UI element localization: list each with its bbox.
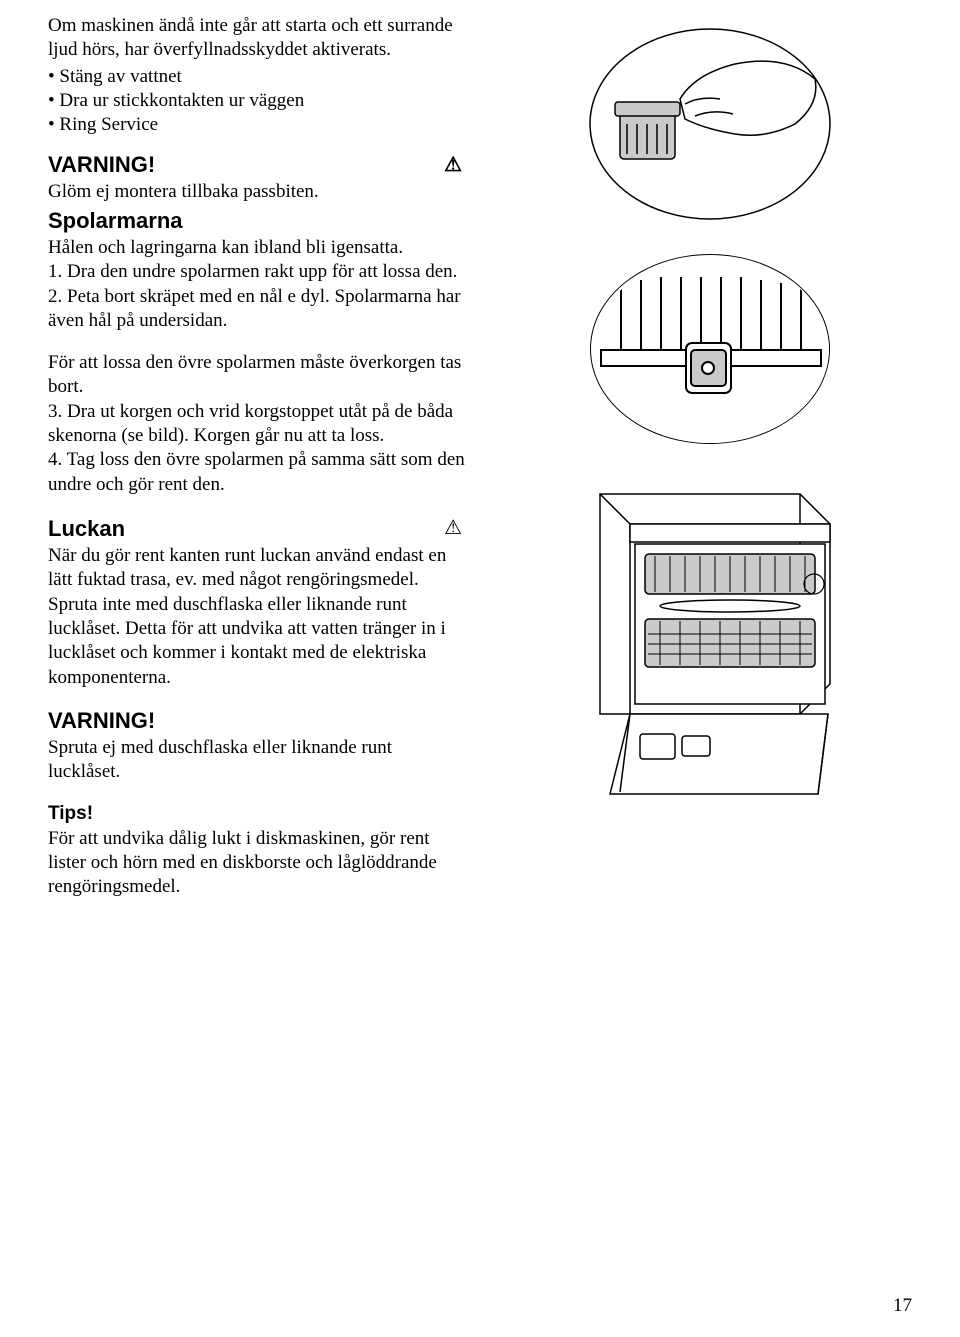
figure-rail-stopper [590,254,830,444]
figure-hand-filter [585,24,835,224]
spolarmarna-heading: Spolarmarna [48,208,468,234]
figure-dishwasher-open [570,484,850,804]
spolarmarna-p6: 4. Tag loss den övre spolarmen på samma … [48,448,468,497]
luckan-heading-row: Luckan ⚠ [48,515,468,544]
luckan-text: När du gör rent kanten runt luckan använ… [48,544,468,690]
bullet-item: Dra ur stickkontakten ur väggen [48,89,468,113]
spolarmarna-p4: För att lossa den övre spolarmen måste ö… [48,351,468,400]
warning2-text: Spruta ej med duschflaska eller liknande… [48,736,468,785]
tips-text: För att undvika dålig lukt i diskmaskine… [48,827,468,900]
luckan-heading: Luckan [48,516,125,542]
intro-bullets: Stäng av vattnet Dra ur stickkontakten u… [48,65,468,138]
spolarmarna-p3: 2. Peta bort skräpet med en nål e dyl. S… [48,285,468,334]
warning-text: Glöm ej montera tillbaka passbiten. [48,180,468,204]
text-column: Om maskinen ändå inte går att starta och… [48,14,468,899]
spolarmarna-p2: 1. Dra den undre spolarmen rakt upp för … [48,260,468,284]
warning-icon: ⚠ [444,152,468,177]
warning-heading-row: VARNING! ⚠ [48,152,468,178]
intro-paragraph: Om maskinen ändå inte går att starta och… [48,14,468,63]
manual-page: Om maskinen ändå inte går att starta och… [0,0,960,929]
page-number: 17 [893,1295,912,1317]
warning-icon: ⚠ [444,515,468,540]
bullet-item: Ring Service [48,113,468,137]
spolarmarna-p5: 3. Dra ut korgen och vrid korgstoppet ut… [48,400,468,449]
illustration-column [508,14,912,899]
bullet-item: Stäng av vattnet [48,65,468,89]
warning2-heading: VARNING! [48,708,468,734]
spolarmarna-p1: Hålen och lagringarna kan ibland bli ige… [48,236,468,260]
warning-heading: VARNING! [48,152,155,178]
tips-heading: Tips! [48,803,468,825]
